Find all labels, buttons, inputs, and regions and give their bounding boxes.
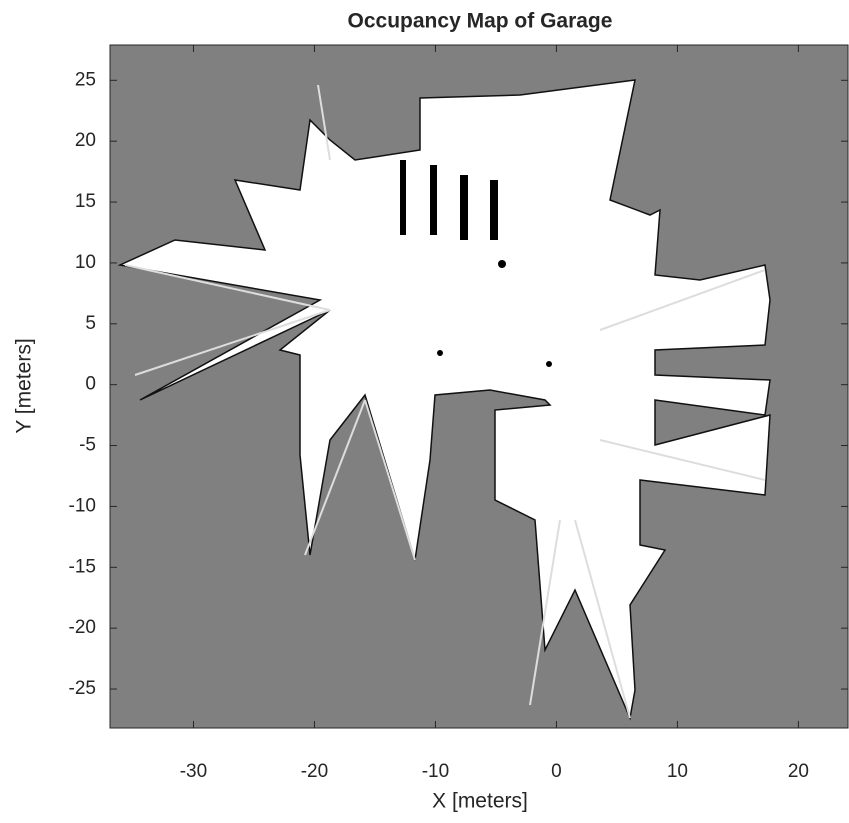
y-tick-label: -25 xyxy=(69,678,96,699)
occupancy-map xyxy=(117,79,771,721)
obstacles xyxy=(400,160,552,367)
y-tick-label: 5 xyxy=(85,313,96,334)
y-tick-label: 20 xyxy=(75,130,96,151)
x-tick-label: -20 xyxy=(301,761,328,782)
chart-title: Occupancy Map of Garage xyxy=(348,10,613,33)
x-axis-label: X [meters] xyxy=(432,790,528,813)
y-tick-label: 25 xyxy=(75,69,96,90)
y-tick-label: -5 xyxy=(79,435,96,456)
y-tick-label: -10 xyxy=(69,495,96,516)
y-tick-label: 10 xyxy=(75,252,96,273)
y-axis-label: Y [meters] xyxy=(13,338,36,433)
free-space xyxy=(117,79,771,721)
scan-rays xyxy=(124,84,766,719)
x-tick-label: 0 xyxy=(551,761,562,782)
y-tick-label: 0 xyxy=(85,374,96,395)
y-tick-label: -15 xyxy=(69,556,96,577)
x-tick-label: 20 xyxy=(788,761,809,782)
y-tick-label: 15 xyxy=(75,191,96,212)
y-tick-label: -20 xyxy=(69,617,96,638)
x-tick-label: -10 xyxy=(422,761,449,782)
x-tick-label: -30 xyxy=(180,761,207,782)
x-tick-label: 10 xyxy=(667,761,688,782)
